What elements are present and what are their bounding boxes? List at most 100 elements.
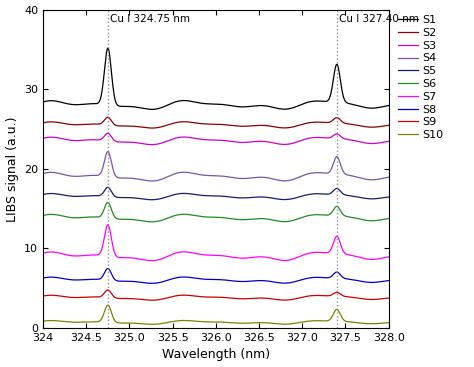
S2 — [193, 121, 199, 125]
S6 — [278, 219, 284, 224]
Text: Cu I 327.40 nm: Cu I 327.40 nm — [339, 14, 419, 23]
Text: Cu I 324.75 nm: Cu I 324.75 nm — [110, 14, 191, 23]
Line: S3: S3 — [43, 133, 389, 145]
S1 — [149, 107, 155, 112]
Y-axis label: LIBS signal (a.u.): LIBS signal (a.u.) — [6, 116, 18, 222]
S5 — [317, 192, 322, 196]
S1 — [386, 103, 392, 108]
S7 — [75, 254, 81, 258]
S6 — [75, 215, 81, 220]
Line: S6: S6 — [43, 203, 389, 222]
S5 — [310, 192, 316, 196]
S3 — [181, 135, 186, 139]
S9 — [149, 298, 155, 302]
S6 — [193, 214, 199, 218]
S8 — [310, 275, 316, 280]
S1 — [40, 100, 46, 104]
S2 — [75, 123, 81, 127]
S3 — [75, 138, 81, 143]
S4 — [40, 171, 46, 176]
S10 — [386, 320, 392, 325]
Line: S5: S5 — [43, 187, 389, 200]
S9 — [40, 294, 46, 298]
S5 — [149, 197, 155, 202]
S2 — [105, 115, 110, 120]
S4 — [386, 175, 392, 179]
S6 — [105, 200, 110, 205]
S2 — [40, 121, 46, 125]
S10 — [181, 318, 186, 323]
S5 — [105, 185, 110, 189]
S4 — [181, 170, 186, 174]
S8 — [105, 266, 110, 271]
Line: S1: S1 — [43, 48, 389, 109]
S7 — [310, 250, 316, 255]
S10 — [40, 319, 46, 323]
S10 — [149, 322, 155, 327]
S9 — [181, 293, 186, 297]
S7 — [149, 258, 155, 263]
S2 — [181, 120, 186, 124]
S3 — [317, 135, 322, 140]
S4 — [310, 171, 316, 175]
S10 — [105, 303, 110, 307]
Line: S8: S8 — [43, 269, 389, 283]
S8 — [193, 276, 199, 280]
S1 — [310, 99, 316, 103]
S9 — [386, 296, 392, 300]
Line: S7: S7 — [43, 225, 389, 261]
S4 — [278, 178, 284, 183]
S7 — [278, 258, 284, 262]
X-axis label: Wavelength (nm): Wavelength (nm) — [162, 348, 270, 361]
S4 — [75, 174, 81, 178]
S6 — [386, 216, 392, 221]
S2 — [278, 126, 284, 130]
S8 — [317, 275, 322, 280]
Line: S9: S9 — [43, 290, 389, 300]
S10 — [75, 320, 81, 324]
S5 — [181, 191, 186, 196]
S4 — [105, 149, 110, 154]
S7 — [181, 250, 186, 254]
S8 — [75, 278, 81, 282]
S8 — [149, 281, 155, 286]
S3 — [278, 142, 284, 146]
S9 — [75, 295, 81, 300]
S4 — [317, 171, 322, 175]
S1 — [278, 107, 284, 111]
S3 — [105, 131, 110, 135]
Legend: S1, S2, S3, S4, S5, S6, S7, S8, S9, S10: S1, S2, S3, S4, S5, S6, S7, S8, S9, S10 — [398, 15, 443, 140]
S7 — [386, 255, 392, 259]
S3 — [386, 139, 392, 143]
S8 — [181, 275, 186, 279]
S8 — [278, 281, 284, 285]
S9 — [317, 293, 322, 298]
S8 — [40, 276, 46, 280]
S5 — [278, 197, 284, 201]
S3 — [193, 136, 199, 141]
Line: S4: S4 — [43, 152, 389, 181]
S9 — [105, 288, 110, 292]
S6 — [310, 212, 316, 217]
S4 — [193, 172, 199, 176]
S10 — [310, 319, 316, 323]
S7 — [40, 251, 46, 255]
S2 — [149, 126, 155, 130]
S3 — [40, 136, 46, 141]
S5 — [75, 194, 81, 199]
S10 — [278, 322, 284, 326]
S4 — [149, 179, 155, 183]
S6 — [317, 212, 322, 217]
S9 — [310, 293, 316, 298]
S7 — [105, 223, 110, 227]
S1 — [193, 100, 199, 105]
S6 — [40, 213, 46, 218]
S1 — [105, 46, 110, 50]
S6 — [149, 219, 155, 224]
S1 — [317, 99, 322, 103]
S2 — [317, 120, 322, 124]
S2 — [386, 123, 392, 127]
S5 — [40, 192, 46, 197]
S7 — [193, 251, 199, 256]
S6 — [181, 212, 186, 217]
